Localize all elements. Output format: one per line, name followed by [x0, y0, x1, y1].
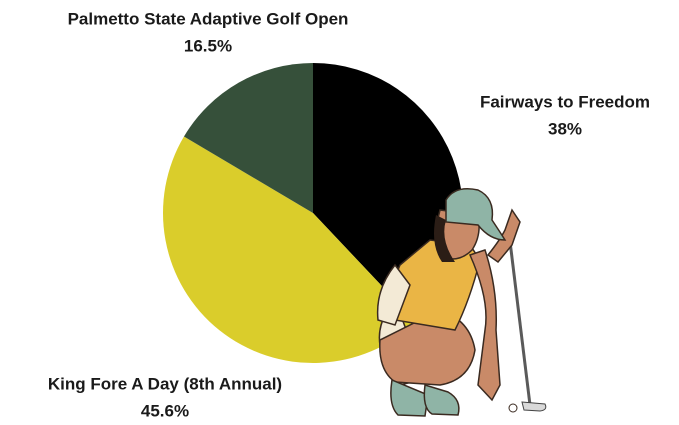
- labels: Fairways to Freedom 38% King Fore A Day (8…: [48, 9, 650, 420]
- arm: [486, 208, 521, 264]
- sleeve: [376, 263, 411, 326]
- slice-label: King Fore A Day (8th Annual): [48, 374, 282, 393]
- club-head: [521, 401, 547, 412]
- hair: [434, 215, 455, 262]
- shoe: [423, 384, 460, 416]
- club-shaft: [506, 224, 532, 406]
- slice-label: Fairways to Freedom: [480, 92, 650, 111]
- golf-ball: [508, 403, 518, 413]
- pie-slice: [183, 62, 313, 213]
- shoe: [390, 378, 429, 417]
- slice-value-label: 38%: [548, 119, 582, 138]
- cap: [445, 188, 507, 241]
- arm: [468, 249, 501, 402]
- slice-value-label: 45.6%: [141, 401, 189, 420]
- slice-label: Palmetto State Adaptive Golf Open: [68, 9, 349, 28]
- slice-value-label: 16.5%: [184, 36, 232, 55]
- pie-slice: [162, 136, 416, 363]
- golfer-illustration: [376, 188, 547, 417]
